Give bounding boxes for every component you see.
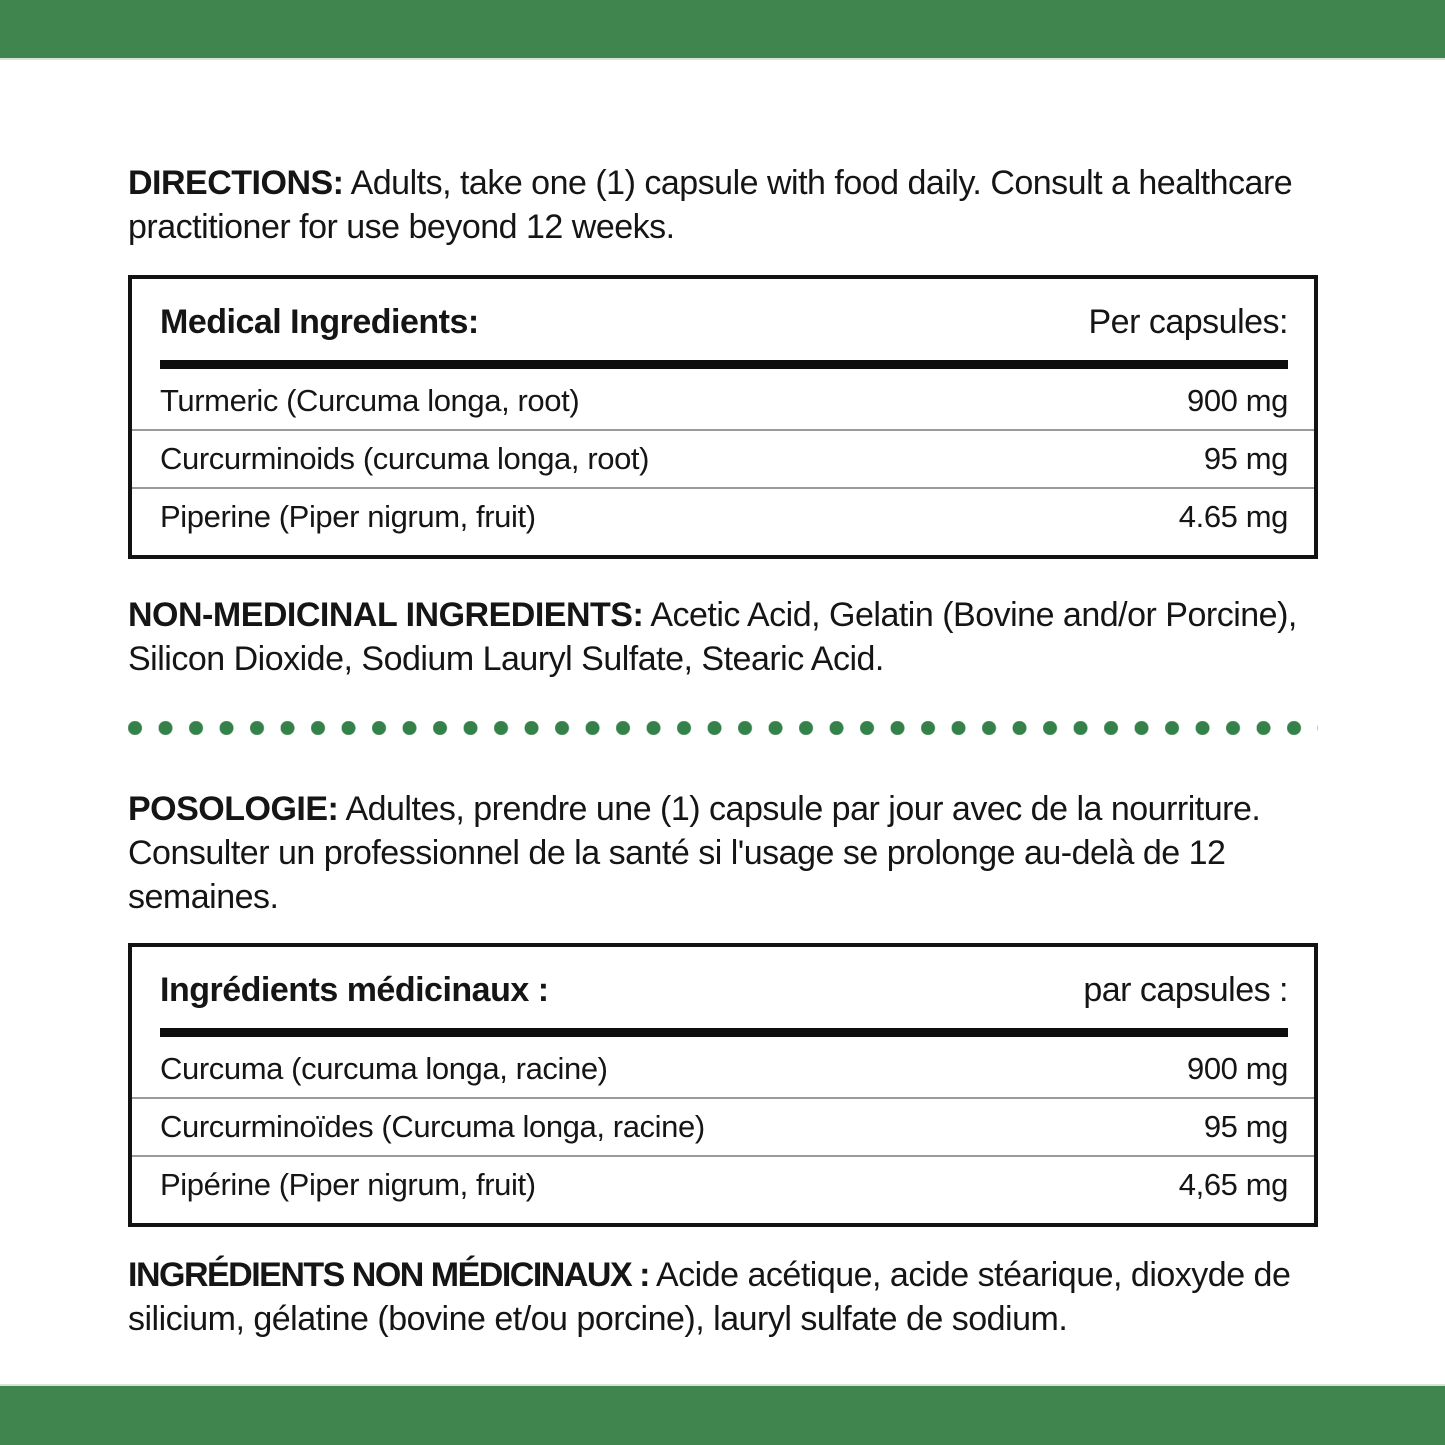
- medical-ingredients-table-en: Medical Ingredients: Per capsules: Turme…: [128, 275, 1318, 559]
- ingredient-amount: 95 mg: [1203, 441, 1289, 476]
- table-row: Turmeric (Curcuma longa, root) 900 mg: [132, 373, 1314, 429]
- ingredient-name: Piperine (Piper nigrum, fruit): [160, 499, 536, 534]
- directions-paragraph: DIRECTIONS: Adults, take one (1) capsule…: [128, 161, 1328, 249]
- ingredient-amount: 95 mg: [1203, 1109, 1289, 1144]
- table-en-header: Medical Ingredients: Per capsules:: [132, 279, 1314, 352]
- ingredient-amount: 4,65 mg: [1178, 1167, 1289, 1202]
- ingredient-name: Curcuma (curcuma longa, racine): [160, 1051, 608, 1086]
- table-row: Curcurminoïdes (Curcuma longa, racine) 9…: [132, 1097, 1314, 1155]
- table-fr-rows: Curcuma (curcuma longa, racine) 900 mg C…: [132, 1037, 1314, 1223]
- table-row: Curcuma (curcuma longa, racine) 900 mg: [132, 1041, 1314, 1097]
- posologie-label-fr: POSOLOGIE:: [128, 790, 339, 828]
- bottom-green-bar: [0, 1384, 1445, 1445]
- ingredient-name: Curcurminoïdes (Curcuma longa, racine): [160, 1109, 705, 1144]
- medical-ingredients-table-fr: Ingrédients médicinaux : par capsules : …: [128, 943, 1318, 1227]
- non-medicinal-paragraph-fr: INGRÉDIENTS NON MÉDICINAUX : Acide acéti…: [128, 1253, 1328, 1341]
- non-medicinal-label-en: NON-MEDICINAL INGREDIENTS:: [128, 596, 644, 634]
- non-medicinal-label-fr: INGRÉDIENTS NON MÉDICINAUX :: [128, 1256, 650, 1294]
- table-en-title: Medical Ingredients:: [160, 303, 479, 341]
- table-fr-header-rule: [160, 1028, 1288, 1037]
- green-dotted-divider: [128, 721, 1318, 735]
- table-fr-header: Ingrédients médicinaux : par capsules :: [132, 947, 1314, 1020]
- table-fr-title: Ingrédients médicinaux :: [160, 971, 549, 1009]
- table-en-header-rule: [160, 360, 1288, 369]
- ingredient-name: Turmeric (Curcuma longa, root): [160, 383, 580, 418]
- non-medicinal-text-en: Acetic Acid, Gelatin (Bovine and/or Porc…: [128, 596, 1297, 678]
- ingredient-amount: 900 mg: [1187, 383, 1288, 418]
- table-en-per-capsule: Per capsules:: [1088, 303, 1289, 341]
- ingredient-name: Curcurminoids (curcuma longa, root): [160, 441, 650, 476]
- ingredient-name: Pipérine (Piper nigrum, fruit): [160, 1167, 536, 1202]
- table-fr-per-capsule: par capsules :: [1083, 971, 1288, 1009]
- directions-text: Adults, take one (1) capsule with food d…: [128, 164, 1293, 246]
- ingredient-amount: 4.65 mg: [1178, 499, 1289, 534]
- table-row: Piperine (Piper nigrum, fruit) 4.65 mg: [132, 487, 1314, 545]
- top-green-bar: [0, 0, 1445, 60]
- table-row: Curcurminoids (curcuma longa, root) 95 m…: [132, 429, 1314, 487]
- table-en-rows: Turmeric (Curcuma longa, root) 900 mg Cu…: [132, 369, 1314, 555]
- posologie-paragraph-fr: POSOLOGIE: Adultes, prendre une (1) caps…: [128, 787, 1328, 919]
- label-content: DIRECTIONS: Adults, take one (1) capsule…: [0, 60, 1445, 1341]
- directions-label: DIRECTIONS:: [128, 164, 344, 202]
- non-medicinal-paragraph-en: NON-MEDICINAL INGREDIENTS: Acetic Acid, …: [128, 593, 1328, 681]
- table-row: Pipérine (Piper nigrum, fruit) 4,65 mg: [132, 1155, 1314, 1213]
- posologie-text-fr: Adultes, prendre une (1) capsule par jou…: [128, 790, 1261, 916]
- non-medicinal-text-fr: Acide acétique, acide stéarique, dioxyde…: [128, 1256, 1291, 1338]
- ingredient-amount: 900 mg: [1187, 1051, 1288, 1086]
